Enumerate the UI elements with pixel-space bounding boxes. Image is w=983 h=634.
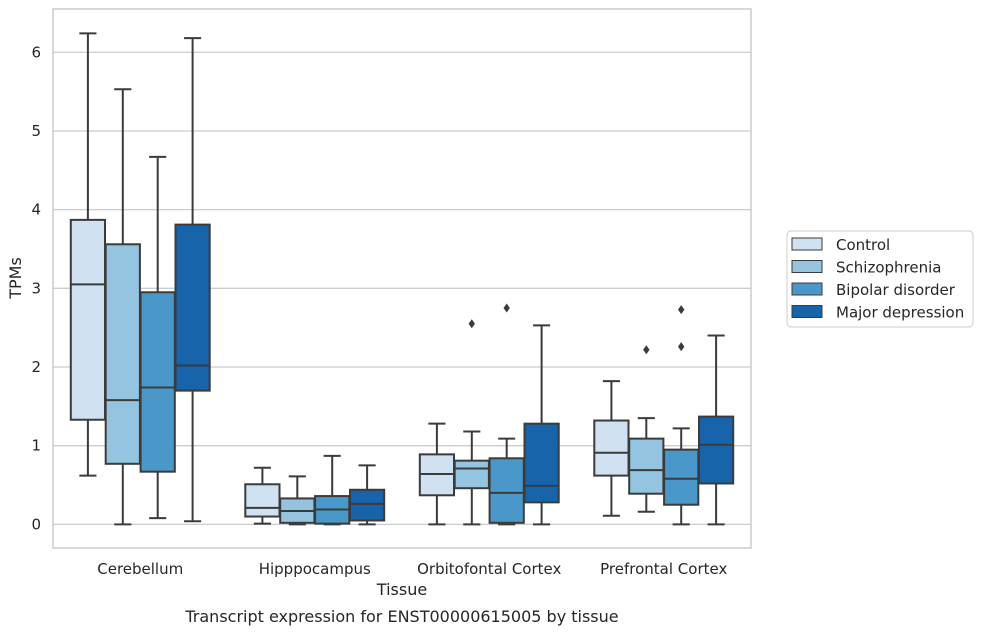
x-tick-labels: Cerebellum Hipppocampus Orbitofontal Corte… — [97, 560, 727, 578]
y-axis-label: TPMs — [6, 257, 25, 300]
box-iqr — [628, 437, 665, 495]
legend-swatch — [791, 305, 823, 318]
box-2-2 — [488, 303, 525, 526]
box-iqr — [697, 415, 735, 485]
y-tick-label: 5 — [31, 122, 41, 140]
box-1-2 — [314, 454, 351, 526]
legend-frame — [786, 230, 974, 328]
legend-label: Control — [836, 236, 890, 254]
outlier-point — [503, 303, 510, 313]
y-tick-label: 0 — [31, 515, 41, 533]
box-iqr — [69, 218, 107, 421]
box-1-0 — [244, 466, 281, 525]
chart-caption: Transcript expression for ENST0000061500… — [184, 607, 618, 626]
box-0-2 — [139, 155, 176, 520]
legend-swatch — [791, 282, 823, 296]
box-1-1 — [279, 475, 316, 526]
legend: Control Schizophrenia Bipolar disorder Majo… — [786, 230, 974, 328]
box-iqr — [244, 483, 281, 518]
y-tick-label: 6 — [31, 43, 41, 61]
box-iqr — [174, 223, 211, 392]
y-tick-label: 1 — [31, 437, 41, 455]
legend-label: Bipolar disorder — [836, 281, 956, 299]
x-tick-label: Cerebellum — [97, 560, 183, 578]
box-iqr — [139, 291, 176, 473]
legend-swatch — [791, 237, 823, 251]
outlier-point — [643, 345, 650, 355]
box-1-3 — [348, 464, 386, 526]
y-tick-label: 3 — [31, 279, 41, 297]
box-3-3 — [697, 334, 735, 526]
outlier-point — [678, 305, 685, 315]
x-axis-label: Tissue — [376, 580, 427, 599]
box-3-1 — [628, 345, 665, 513]
box-iqr — [488, 457, 525, 524]
box-2-3 — [523, 324, 560, 526]
box-2-0 — [418, 422, 456, 526]
box-iqr — [104, 243, 141, 465]
x-tick-label: Hipppocampus — [259, 560, 371, 578]
y-tick-labels: 0 1 2 3 4 5 6 — [31, 43, 41, 533]
box-3-2 — [663, 305, 700, 526]
box-iqr — [453, 459, 490, 490]
box-3-0 — [593, 380, 630, 517]
legend-label: Schizophrenia — [836, 259, 941, 277]
box-iqr — [348, 488, 386, 522]
legend-swatch — [791, 260, 823, 273]
box-iqr — [663, 448, 700, 506]
outlier-point — [678, 342, 685, 352]
box-2-1 — [453, 319, 490, 526]
box-0-1 — [104, 88, 141, 526]
box-iqr — [593, 419, 630, 477]
legend-label: Major depression — [836, 304, 964, 322]
boxes-layer — [69, 32, 735, 526]
box-iqr — [523, 422, 560, 504]
x-tick-label: Prefrontal Cortex — [600, 560, 727, 578]
box-0-3 — [174, 37, 211, 523]
outlier-point — [468, 319, 475, 329]
box-0-0 — [69, 32, 107, 477]
x-tick-label: Orbitofontal Cortex — [417, 560, 561, 578]
plot-frame — [52, 8, 752, 549]
y-tick-label: 2 — [31, 358, 41, 376]
y-tick-label: 4 — [31, 201, 41, 219]
